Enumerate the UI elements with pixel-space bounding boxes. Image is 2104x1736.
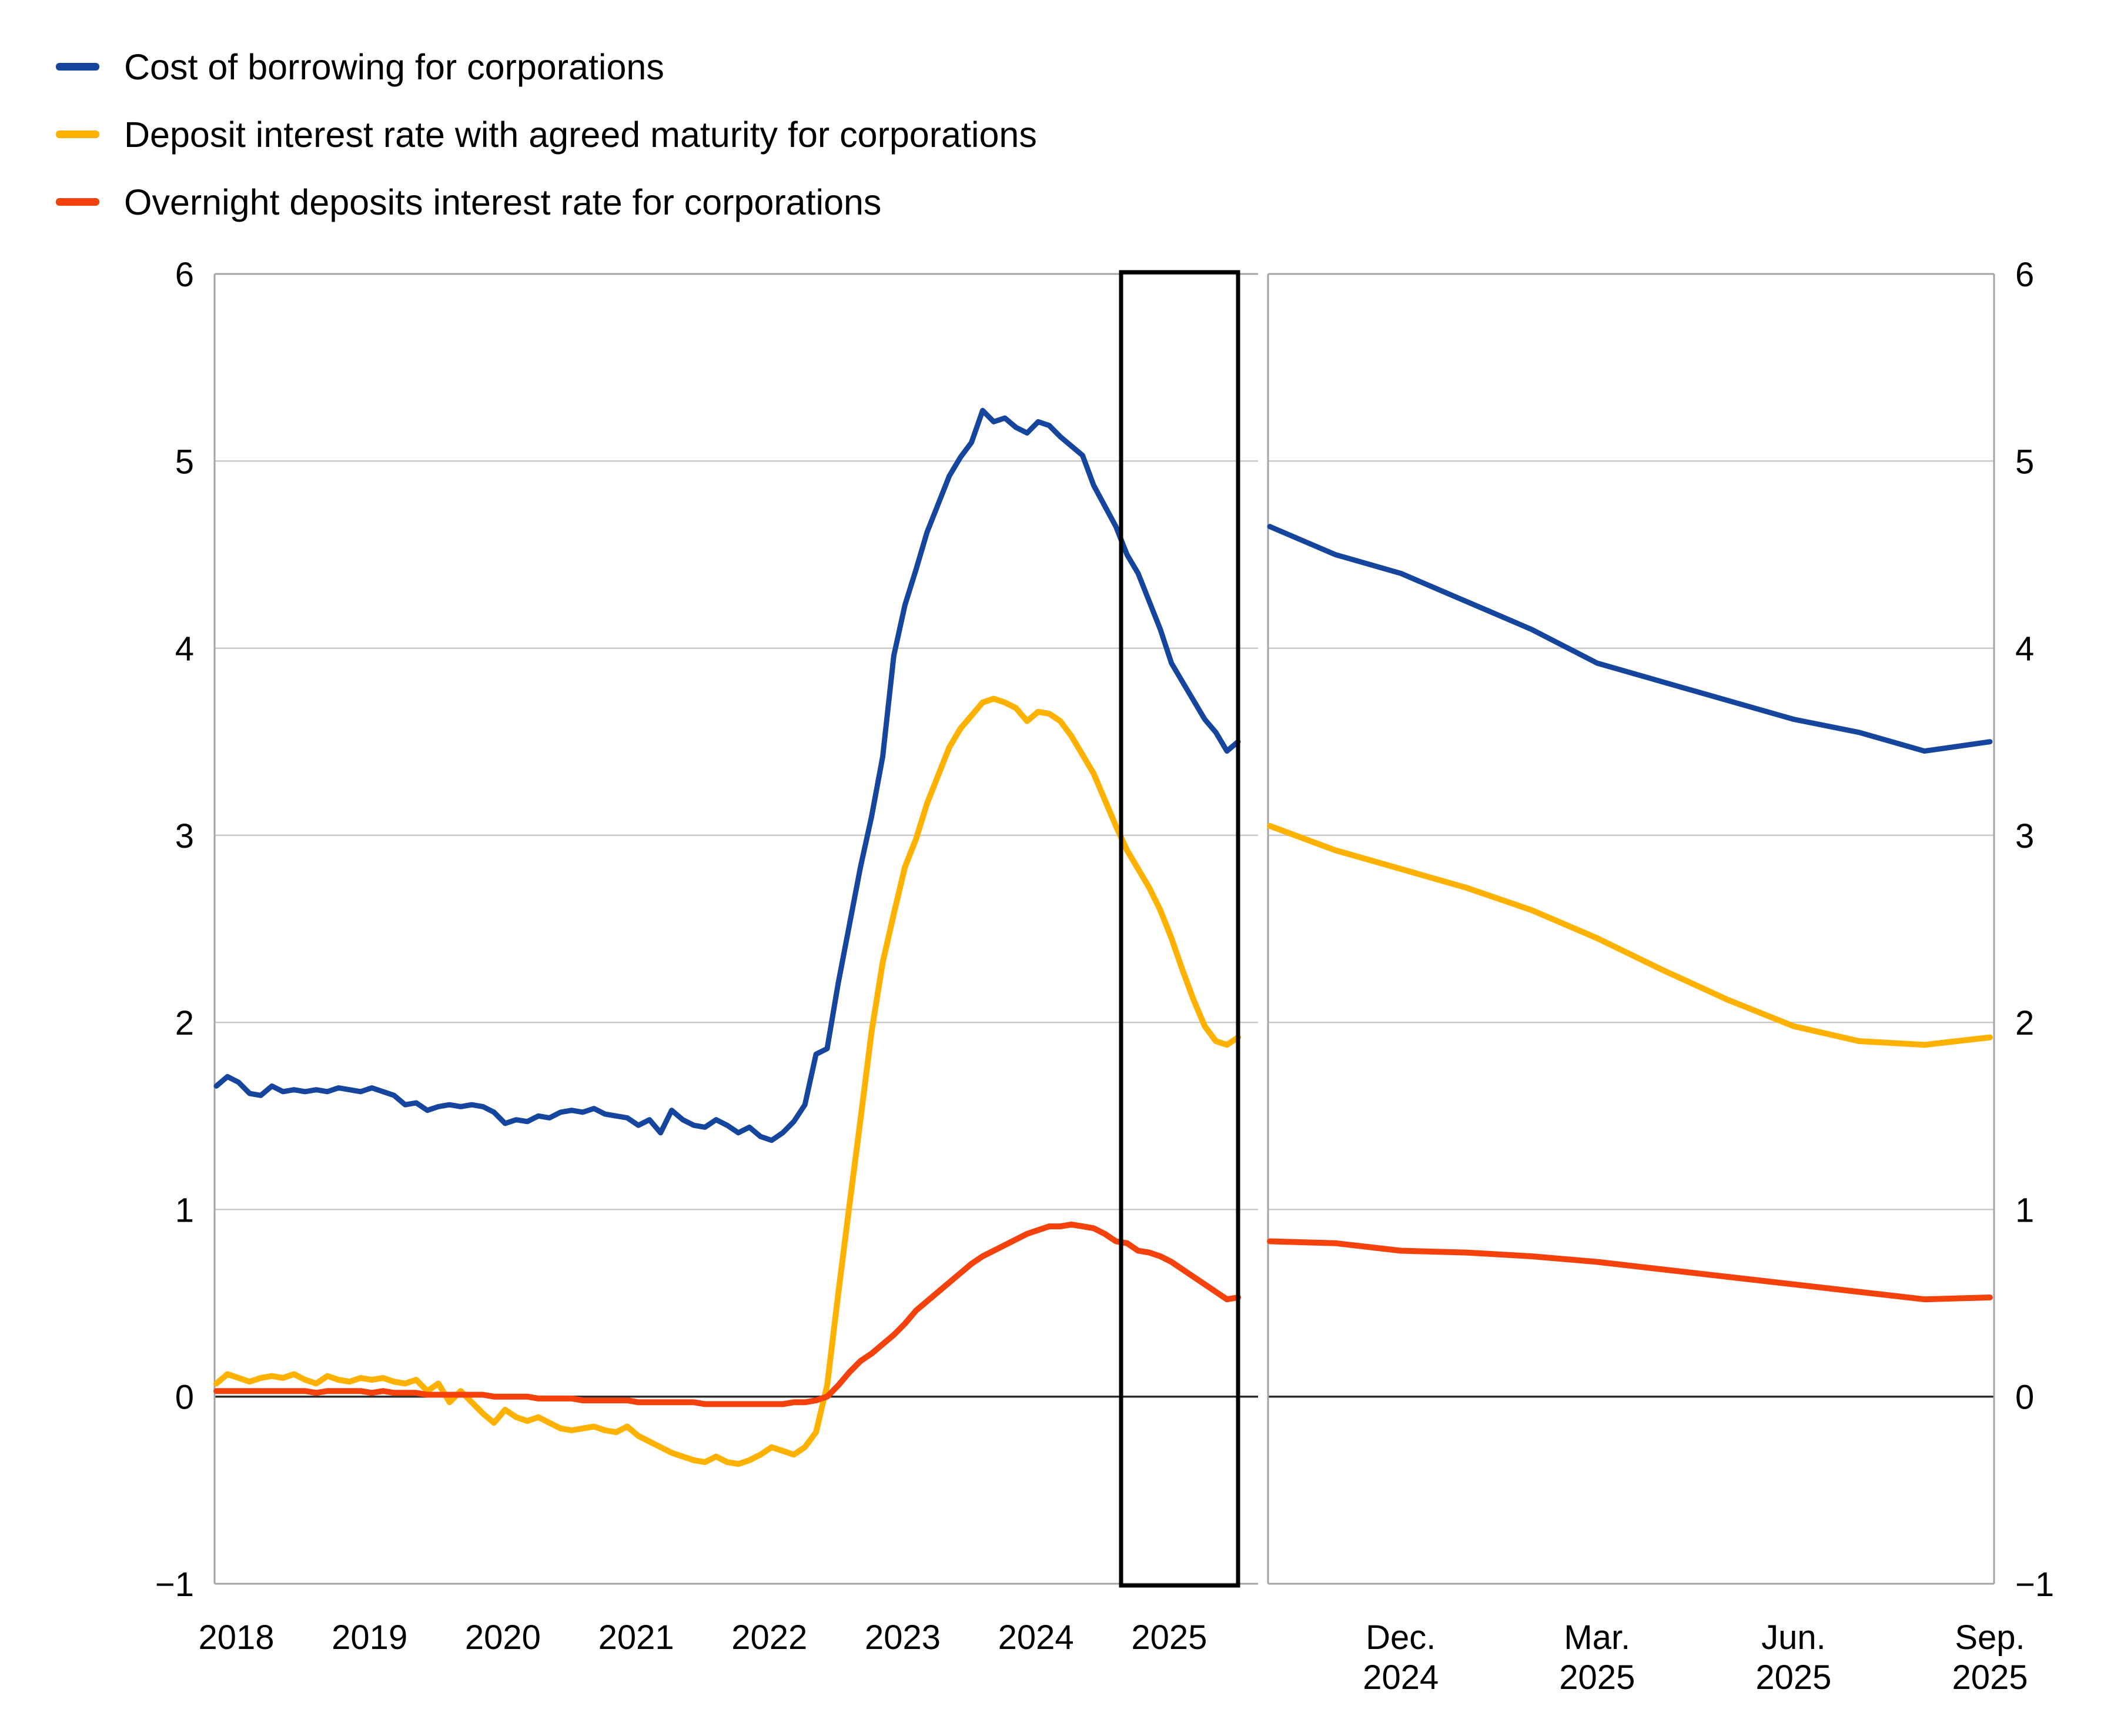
legend-item-cost-of-borrowing: Cost of borrowing for corporations (56, 41, 1037, 92)
left-panel-grid (213, 273, 1258, 1585)
left-panel-series (213, 407, 1241, 1467)
x-tick-label-year: 2021 (598, 1618, 674, 1657)
y-tick-label-right: 1 (2015, 1191, 2034, 1229)
highlight-box (1119, 270, 1240, 1588)
highlight-box-rect (1119, 270, 1240, 1588)
legend-swatch-red (56, 198, 99, 206)
legend-swatch-yellow (56, 131, 99, 138)
x-tick-label-month-year: 2025 (1559, 1658, 1635, 1697)
y-tick-label-right: 6 (2015, 256, 2034, 294)
x-tick-label-month-year: 2025 (1952, 1658, 2028, 1697)
x-tick-label-month: Sep. (1955, 1618, 2025, 1657)
series-line-yellow (213, 695, 1241, 1467)
x-tick-label-year: 2023 (865, 1618, 941, 1657)
y-tick-label-left: 3 (175, 817, 194, 855)
legend: Cost of borrowing for corporations Depos… (56, 41, 1037, 228)
y-tick-label-left: 2 (175, 1004, 194, 1042)
x-tick-label-month: Jun. (1761, 1618, 1826, 1657)
series-line-blue (213, 407, 1241, 1143)
series-line-red (213, 1221, 1241, 1407)
series-line-blue (1267, 524, 1993, 754)
x-tick-label-month-year: 2024 (1363, 1658, 1439, 1697)
left-x-axis-labels: 2018 2019 2020 2021 2022 2023 2024 2025 (198, 1618, 1207, 1657)
y-tick-label-right: 5 (2015, 443, 2034, 481)
x-tick-label-year: 2020 (465, 1618, 541, 1657)
left-y-axis-labels: 6 5 4 3 2 1 0 −1 (155, 256, 194, 1604)
legend-item-deposit-agreed-maturity: Deposit interest rate with agreed maturi… (56, 109, 1037, 160)
legend-swatch-blue (56, 63, 99, 71)
x-tick-label-year: 2024 (998, 1618, 1074, 1657)
x-tick-label-year: 2019 (332, 1618, 407, 1657)
y-tick-label-left: 5 (175, 443, 194, 481)
x-tick-label-month: Dec. (1366, 1618, 1436, 1657)
legend-label: Cost of borrowing for corporations (124, 46, 664, 87)
y-tick-label-left: 4 (175, 630, 194, 668)
y-tick-label-right: 4 (2015, 630, 2034, 668)
x-tick-label-year: 2018 (198, 1618, 274, 1657)
y-tick-label-left: 0 (175, 1379, 194, 1417)
y-tick-label-left: −1 (155, 1566, 194, 1604)
right-panel-series (1267, 524, 1993, 1303)
x-tick-label-year: 2025 (1131, 1618, 1207, 1657)
x-tick-label-month-year: 2025 (1755, 1658, 1831, 1697)
y-tick-label-right: 2 (2015, 1004, 2034, 1042)
right-panel-grid (1267, 273, 1995, 1585)
y-tick-label-right: 0 (2015, 1379, 2034, 1417)
y-tick-label-right: −1 (2015, 1566, 2054, 1604)
series-line-yellow (1267, 822, 1993, 1048)
legend-item-overnight-deposits: Overnight deposits interest rate for cor… (56, 176, 1037, 228)
x-tick-label-year: 2022 (731, 1618, 807, 1657)
y-tick-label-right: 3 (2015, 817, 2034, 855)
legend-label: Overnight deposits interest rate for cor… (124, 182, 882, 222)
y-tick-label-left: 6 (175, 256, 194, 294)
legend-label: Deposit interest rate with agreed maturi… (124, 114, 1037, 155)
series-line-red (1267, 1238, 1993, 1303)
x-tick-label-month: Mar. (1564, 1618, 1630, 1657)
y-tick-label-left: 1 (175, 1191, 194, 1229)
right-y-axis-labels: 6 5 4 3 2 1 0 −1 (2015, 256, 2054, 1604)
